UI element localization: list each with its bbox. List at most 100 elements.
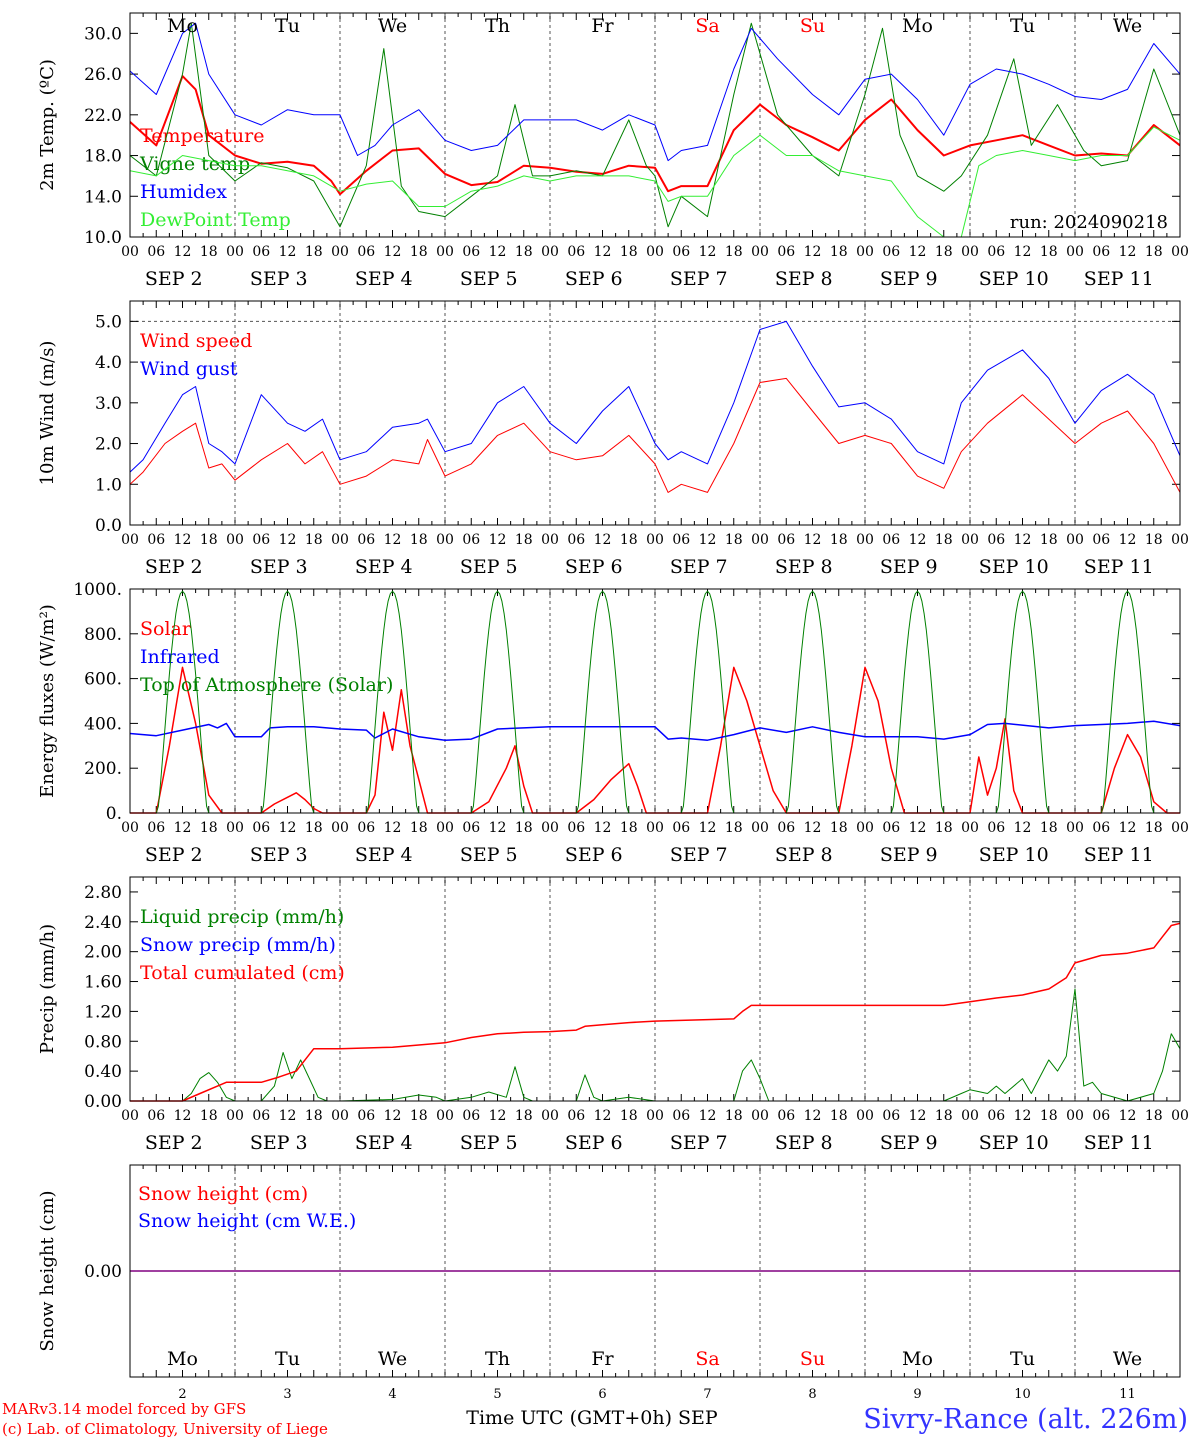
y-tick-label: 2.0 bbox=[95, 435, 122, 455]
series-line-0 bbox=[130, 988, 1180, 1102]
weekday-label-top: Mo bbox=[902, 15, 933, 37]
weekday-label-top: We bbox=[378, 15, 407, 37]
y-tick-label: 0.40 bbox=[84, 1062, 122, 1082]
series-line-1 bbox=[130, 22, 1180, 228]
hour-label: 18 bbox=[935, 532, 953, 548]
y-tick-label: 30.0 bbox=[84, 24, 122, 44]
hour-label: 12 bbox=[909, 1108, 927, 1124]
hour-label: 12 bbox=[279, 1108, 297, 1124]
day-number-label: 4 bbox=[388, 1387, 396, 1402]
y-tick-label: 0.00 bbox=[84, 1092, 122, 1112]
weekday-label-top: Su bbox=[800, 15, 825, 37]
y-tick-label: 26.0 bbox=[84, 65, 122, 85]
hour-label: 18 bbox=[935, 1108, 953, 1124]
hour-label: 00 bbox=[226, 1108, 244, 1124]
hour-label: 00 bbox=[541, 1108, 559, 1124]
date-label: SEP 7 bbox=[670, 556, 728, 578]
hour-label: 06 bbox=[1092, 244, 1110, 260]
hour-label: 12 bbox=[594, 532, 612, 548]
date-label: SEP 3 bbox=[250, 268, 308, 290]
weekday-label-top: Sa bbox=[695, 15, 719, 37]
series-line-0 bbox=[130, 377, 1180, 493]
hour-label: 18 bbox=[200, 532, 218, 548]
hour-label: 18 bbox=[410, 1108, 428, 1124]
hour-label: 00 bbox=[961, 1108, 979, 1124]
hour-label: 00 bbox=[121, 532, 139, 548]
legend-entry-0: Temperature bbox=[140, 125, 264, 147]
hour-label: 06 bbox=[567, 1108, 585, 1124]
hour-label: 18 bbox=[305, 532, 323, 548]
hour-label: 18 bbox=[725, 1108, 743, 1124]
hour-label: 18 bbox=[1145, 532, 1163, 548]
hour-label: 12 bbox=[1119, 244, 1137, 260]
panel-2: 0. 200. 400. 600. 800. 1000. Energy fluxes (W/… bbox=[37, 580, 1189, 866]
y-tick-label: 600. bbox=[84, 670, 122, 690]
weekday-label-bottom: Su bbox=[800, 1348, 825, 1370]
hour-label: 00 bbox=[646, 244, 664, 260]
hour-label: 06 bbox=[672, 820, 690, 836]
hour-label: 12 bbox=[384, 820, 402, 836]
date-label: SEP 5 bbox=[460, 844, 518, 866]
hour-label: 06 bbox=[357, 532, 375, 548]
hour-label: 18 bbox=[305, 1108, 323, 1124]
hour-label: 12 bbox=[804, 1108, 822, 1124]
hour-label: 06 bbox=[357, 1108, 375, 1124]
hour-label: 18 bbox=[200, 244, 218, 260]
weekday-label-top: Tu bbox=[1010, 15, 1035, 37]
hour-label: 12 bbox=[594, 244, 612, 260]
hour-label: 00 bbox=[331, 1108, 349, 1124]
legend-entry-2: Top of Atmosphere (Solar) bbox=[140, 674, 393, 696]
hour-label: 06 bbox=[672, 532, 690, 548]
hour-label: 18 bbox=[515, 1108, 533, 1124]
hour-label: 12 bbox=[489, 244, 507, 260]
day-number-label: 7 bbox=[703, 1387, 711, 1402]
hour-label: 06 bbox=[987, 244, 1005, 260]
hour-label: 12 bbox=[909, 532, 927, 548]
date-label: SEP 7 bbox=[670, 1132, 728, 1154]
hour-label: 12 bbox=[489, 820, 507, 836]
hour-label: 06 bbox=[252, 244, 270, 260]
hour-label: 12 bbox=[1014, 820, 1032, 836]
date-label: SEP 11 bbox=[1084, 556, 1154, 578]
hour-label: 06 bbox=[672, 1108, 690, 1124]
hour-label: 00 bbox=[541, 820, 559, 836]
hour-label: 18 bbox=[410, 244, 428, 260]
y-tick-label: 2.00 bbox=[84, 943, 122, 963]
hour-label: 06 bbox=[147, 532, 165, 548]
hour-label: 06 bbox=[252, 1108, 270, 1124]
hour-label: 00 bbox=[646, 532, 664, 548]
series-line-1 bbox=[130, 720, 1180, 741]
hour-label: 00 bbox=[856, 532, 874, 548]
hour-label: 12 bbox=[699, 1108, 717, 1124]
hour-label: 00 bbox=[226, 532, 244, 548]
y-tick-label: 0.80 bbox=[84, 1032, 122, 1052]
weekday-label-top: Mo bbox=[167, 15, 198, 37]
hour-label: 18 bbox=[305, 244, 323, 260]
hour-label: 12 bbox=[1119, 532, 1137, 548]
hour-label: 00 bbox=[646, 1108, 664, 1124]
hour-label: 00 bbox=[121, 244, 139, 260]
weekday-label-bottom: We bbox=[378, 1348, 407, 1370]
weekday-label-bottom: Tu bbox=[1010, 1348, 1035, 1370]
weekday-label-bottom: Mo bbox=[902, 1348, 933, 1370]
weekday-label-bottom: Fr bbox=[591, 1348, 614, 1370]
day-number-label: 11 bbox=[1119, 1387, 1136, 1402]
y-tick-label: 800. bbox=[84, 625, 122, 645]
y-axis-label: Snow height (cm) bbox=[37, 1190, 58, 1351]
weekday-label-bottom: We bbox=[1113, 1348, 1142, 1370]
panel-1: 0.0 1.0 2.0 3.0 4.0 5.0 10m Wind (m/s) Wind spe… bbox=[37, 300, 1189, 578]
panel-frame bbox=[129, 12, 1181, 238]
legend-entry-1: Snow height (cm W.E.) bbox=[138, 1210, 356, 1232]
legend-entry-1: Wind gust bbox=[140, 358, 238, 380]
series-line-2 bbox=[130, 922, 1180, 1102]
date-label: SEP 8 bbox=[775, 1132, 833, 1154]
y-tick-label: 0. bbox=[106, 804, 122, 824]
hour-label: 18 bbox=[200, 820, 218, 836]
hour-label: 18 bbox=[305, 820, 323, 836]
date-label: SEP 5 bbox=[460, 268, 518, 290]
date-label: SEP 4 bbox=[355, 1132, 413, 1154]
weekday-label-bottom: Sa bbox=[695, 1348, 719, 1370]
hour-label: 18 bbox=[1145, 244, 1163, 260]
y-tick-label: 10.0 bbox=[84, 228, 122, 248]
weekday-label-top: Fr bbox=[591, 15, 614, 37]
